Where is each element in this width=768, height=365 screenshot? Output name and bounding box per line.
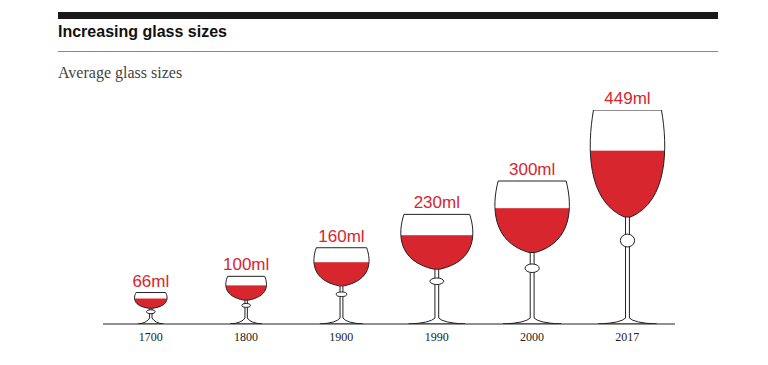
svg-text:1800: 1800 (234, 330, 258, 344)
svg-text:100ml: 100ml (223, 255, 269, 274)
html-text:Increasing glass sizes: Increasing glass sizes (58, 23, 227, 40)
svg-text:1700: 1700 (139, 330, 163, 344)
svg-text:449ml: 449ml (604, 89, 650, 108)
svg-text:1900: 1900 (329, 330, 353, 344)
svg-text:66ml: 66ml (132, 272, 169, 291)
svg-text:1990: 1990 (425, 330, 449, 344)
svg-text:2000: 2000 (520, 330, 544, 344)
svg-text:2017: 2017 (615, 330, 639, 344)
svg-text:300ml: 300ml (509, 160, 555, 179)
html-text:Average glass sizes: Average glass sizes (58, 64, 183, 81)
svg-text:230ml: 230ml (414, 193, 460, 212)
svg-text:160ml: 160ml (318, 227, 364, 246)
